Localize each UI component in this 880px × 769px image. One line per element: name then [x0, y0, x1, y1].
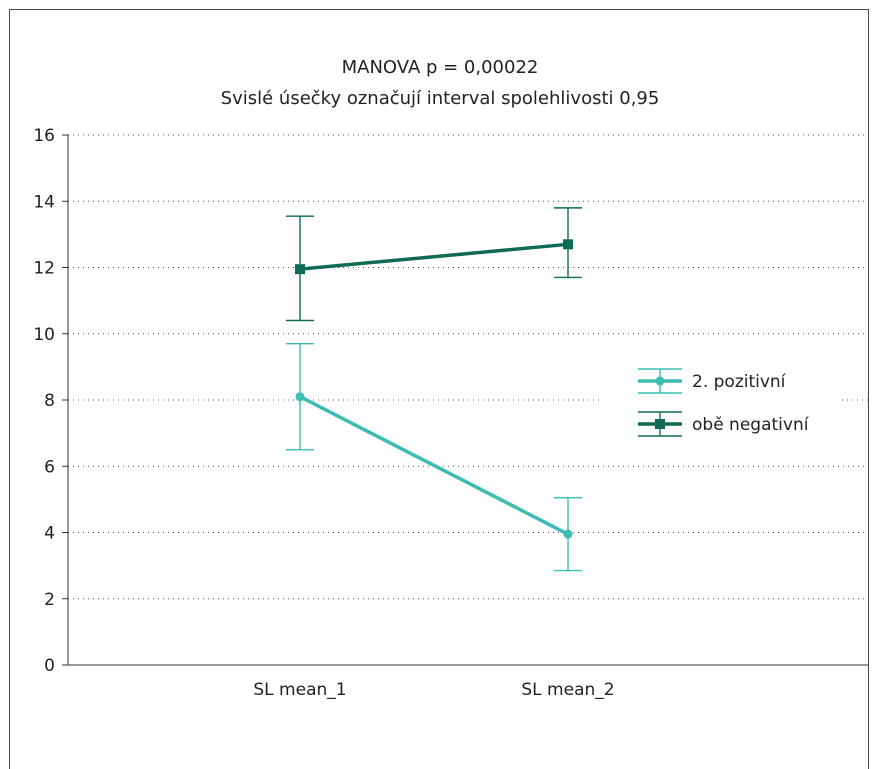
data-point — [563, 529, 573, 539]
y-axis-ticks: 0 2 4 6 8 10 12 14 16 — [33, 126, 68, 676]
data-point — [563, 239, 573, 250]
y-tick-label: 12 — [33, 259, 55, 279]
legend-label: 2. pozitivní — [692, 372, 787, 392]
y-tick-label: 6 — [44, 457, 55, 477]
chart-frame — [9, 9, 869, 769]
series-layer — [286, 207, 582, 572]
y-tick-label: 0 — [44, 656, 55, 676]
legend-marker — [655, 376, 665, 386]
y-tick-label: 4 — [44, 524, 55, 544]
y-tick-label: 14 — [33, 192, 55, 212]
legend-item: obě negativní — [638, 411, 810, 437]
series-2 — [286, 207, 582, 322]
legend: 2. pozitivní obě negativní — [638, 368, 810, 437]
y-tick-label: 16 — [33, 126, 55, 146]
x-tick-label: SL mean_1 — [253, 680, 346, 700]
data-point — [295, 264, 305, 275]
data-point — [295, 392, 305, 402]
x-axis-ticks: SL mean_1 SL mean_2 — [253, 680, 614, 700]
y-tick-label: 8 — [44, 391, 55, 411]
y-tick-label: 10 — [33, 325, 55, 345]
y-tick-label: 2 — [44, 590, 55, 610]
x-tick-label: SL mean_2 — [521, 680, 614, 700]
legend-item: 2. pozitivní — [638, 368, 787, 394]
legend-marker — [655, 419, 665, 429]
series-line — [299, 242, 569, 271]
series-1 — [286, 342, 582, 572]
series-line — [299, 395, 569, 536]
chart-subtitle: Svislé úsečky označují interval spolehli… — [221, 88, 660, 109]
chart-title: MANOVA p = 0,00022 — [342, 57, 539, 78]
legend-label: obě negativní — [692, 415, 810, 435]
gridlines — [68, 134, 868, 600]
